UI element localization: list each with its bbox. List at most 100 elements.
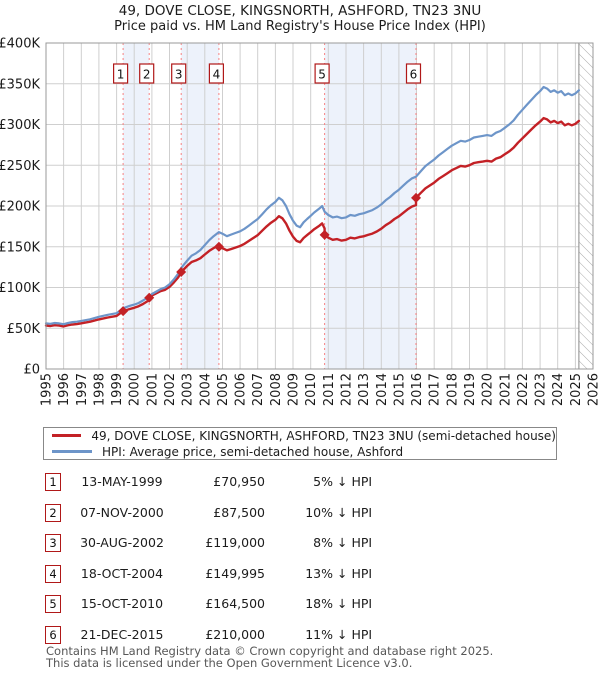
svg-text:4: 4: [213, 68, 221, 82]
footer-line1: Contains HM Land Registry data © Crown c…: [46, 644, 494, 658]
table-row: 5 15-OCT-2010 £164,500 18% ↓ HPI: [0, 595, 600, 613]
y-tick-label: £150K: [0, 240, 40, 255]
svg-text:6: 6: [410, 68, 418, 82]
attribution-footer: Contains HM Land Registry data © Crown c…: [46, 644, 586, 669]
hpi-delta-direction: ↓ HPI: [337, 565, 373, 581]
transaction-flag: [405, 63, 422, 84]
y-tick-label: £400K: [0, 37, 40, 52]
x-tick-label: 1999: [110, 373, 125, 406]
svg-text:2: 2: [143, 68, 151, 82]
hpi-delta-direction: ↓ HPI: [337, 504, 373, 520]
sale-price: £149,995: [205, 565, 265, 581]
y-tick-label: £350K: [0, 77, 40, 92]
sale-date: 30-AUG-2002: [80, 535, 164, 550]
table-row: 2 07-NOV-2000 £87,500 10% ↓ HPI: [0, 503, 600, 522]
sale-marker: [411, 192, 422, 203]
svg-text:3: 3: [175, 68, 183, 82]
legend-entry: HPI: Average price, semi-detached house,…: [44, 445, 556, 459]
x-tick-label: 2007: [251, 373, 266, 406]
x-tick-label: 1996: [57, 373, 72, 406]
sale-marker: [319, 229, 330, 240]
y-tick-label: £100K: [0, 281, 40, 296]
transaction-flag: [139, 63, 155, 84]
x-tick-label: 2010: [304, 373, 319, 406]
row-number-flag: 5: [45, 595, 61, 613]
hpi-delta-pct: 13%: [305, 565, 333, 581]
hpi-delta-pct: 10%: [305, 504, 333, 520]
x-tick-label: 2025: [569, 373, 584, 406]
sale-price: £70,950: [213, 474, 265, 489]
svg-text:1: 1: [117, 68, 125, 82]
row-number-flag: 3: [45, 534, 61, 552]
page-subtitle: Price paid vs. HM Land Registry's House …: [114, 19, 486, 34]
x-tick-label: 2011: [322, 373, 337, 406]
sale-price: £164,500: [205, 596, 265, 611]
hpi-delta-pct: 5%: [313, 474, 333, 489]
x-tick-label: 2017: [428, 373, 443, 406]
x-tick-label: 2021: [498, 373, 513, 406]
no-data-hatch: [578, 43, 593, 369]
x-tick-label: 2018: [445, 373, 460, 406]
x-tick-label: 2000: [128, 373, 143, 406]
y-tick-label: £50K: [7, 322, 41, 337]
x-tick-label: 2009: [287, 373, 302, 406]
legend-label: HPI: Average price, semi-detached house,…: [102, 444, 404, 459]
sale-marker: [213, 241, 224, 252]
sale-date: 18-OCT-2004: [80, 565, 164, 581]
transaction-flag: [112, 63, 129, 84]
page-title: 49, DOVE CLOSE, KINGSNORTH, ASHFORD, TN2…: [118, 3, 482, 19]
x-tick-label: 2005: [216, 373, 231, 406]
x-tick-label: 2024: [551, 373, 566, 406]
x-tick-label: 2015: [392, 373, 407, 406]
chart-legend: 49, DOVE CLOSE, KINGSNORTH, ASHFORD, TN2…: [43, 427, 557, 460]
x-tick-label: 2008: [269, 373, 284, 406]
sale-marker: [176, 267, 187, 278]
sale-price: £87,500: [213, 504, 265, 520]
hpi-delta-direction: ↓ HPI: [337, 596, 373, 611]
sale-price: £210,000: [205, 626, 265, 642]
table-row: 3 30-AUG-2002 £119,000 8% ↓ HPI: [0, 534, 600, 552]
x-tick-label: 1998: [92, 373, 107, 406]
x-tick-label: 2013: [357, 373, 372, 406]
price-history-chart: 1 2 3 4 5 6 £0 £50K £100K £150K £200K £250K £300K £35…: [0, 37, 600, 407]
hpi-delta-direction: ↓ HPI: [337, 535, 373, 550]
x-tick-label: 2026: [587, 373, 600, 406]
sale-marker: [118, 306, 129, 317]
sale-date: 13-MAY-1999: [81, 474, 163, 489]
legend-entry: 49, DOVE CLOSE, KINGSNORTH, ASHFORD, TN2…: [44, 429, 556, 443]
transaction-flag: [208, 63, 224, 84]
hpi-delta-direction: ↓ HPI: [337, 626, 373, 642]
row-number-flag: 6: [45, 625, 61, 644]
x-tick-label: 2014: [375, 373, 390, 406]
y-tick-label: £200K: [0, 200, 40, 215]
price-paid-line-swatch: [52, 434, 82, 437]
x-tick-label: 1995: [40, 373, 55, 406]
table-row: 4 18-OCT-2004 £149,995 13% ↓ HPI: [0, 564, 600, 583]
x-tick-label: 2019: [463, 373, 478, 406]
hpi-delta-pct: 8%: [313, 535, 333, 550]
row-number-flag: 2: [45, 503, 61, 522]
row-number-flag: 4: [45, 564, 61, 583]
row-number-flag: 1: [45, 473, 61, 491]
x-tick-label: 2020: [481, 373, 496, 406]
hpi-delta-pct: 11%: [305, 626, 333, 642]
svg-text:5: 5: [318, 68, 326, 82]
hpi-line: [44, 116, 581, 328]
legend-label: 49, DOVE CLOSE, KINGSNORTH, ASHFORD, TN2…: [91, 428, 556, 443]
x-tick-label: 2006: [234, 373, 249, 406]
sale-marker: [144, 292, 155, 303]
chart-titles: 49, DOVE CLOSE, KINGSNORTH, ASHFORD, TN2…: [0, 3, 600, 35]
sale-date: 15-OCT-2010: [80, 596, 164, 611]
x-tick-label: 2016: [410, 373, 425, 406]
x-tick-label: 2004: [198, 373, 213, 406]
x-tick-label: 1997: [75, 373, 90, 406]
sale-price: £119,000: [205, 535, 265, 550]
transaction-flag: [314, 63, 330, 84]
sale-date: 07-NOV-2000: [80, 504, 164, 520]
x-tick-label: 2023: [534, 373, 549, 406]
transaction-flag: [171, 63, 187, 84]
x-tick-label: 2012: [340, 373, 355, 406]
sale-date: 21-DEC-2015: [80, 626, 164, 642]
table-row: 6 21-DEC-2015 £210,000 11% ↓ HPI: [0, 625, 600, 644]
